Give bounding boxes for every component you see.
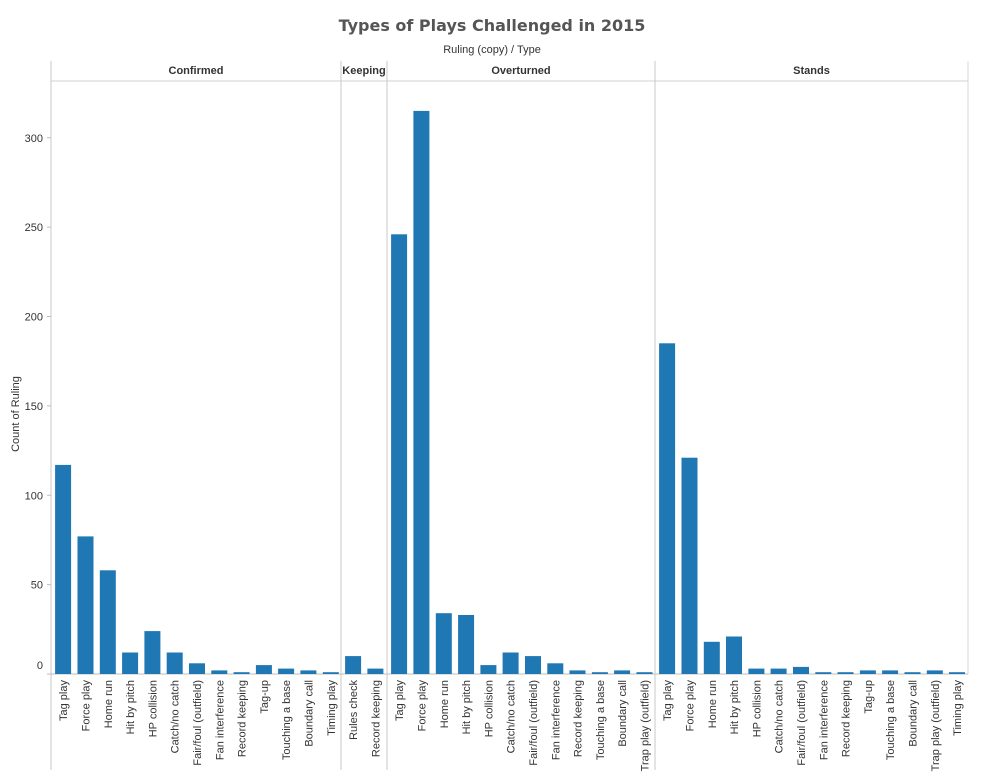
x-tick-label: Rules check	[348, 680, 360, 740]
x-tick-label: Tag-up	[863, 680, 875, 714]
x-tick-label: Record keeping	[370, 680, 382, 757]
bar	[233, 672, 250, 674]
bar	[636, 672, 653, 674]
y-tick-label: 300	[25, 133, 43, 145]
bar	[413, 110, 430, 674]
bar	[435, 613, 452, 674]
bar	[300, 670, 317, 674]
bar	[793, 666, 809, 674]
x-tick-label: Fair/foul (outfield)	[192, 680, 204, 766]
y-tick-label: 250	[25, 222, 43, 234]
y-tick-label: 200	[25, 312, 43, 324]
bar	[659, 343, 676, 674]
bar	[770, 668, 787, 674]
x-tick-label: Record keeping	[573, 680, 585, 757]
bar	[480, 665, 497, 674]
bar	[255, 665, 272, 674]
x-tick-label: Catch/no catch	[774, 680, 786, 753]
bar	[726, 636, 742, 674]
x-tick-label: Trap play (outfield)	[930, 680, 942, 771]
bar	[391, 234, 408, 675]
x-tick-label: Fair/foul (outfield)	[796, 680, 808, 766]
x-tick-label: Timing play	[326, 680, 338, 736]
x-tick-label: Timing play	[952, 680, 964, 736]
x-tick-label: Trap play (outfield)	[640, 680, 652, 771]
x-tick-label: Record keeping	[237, 680, 249, 757]
bar	[904, 672, 921, 674]
bar	[458, 615, 475, 674]
panel-header-stands: Stands	[793, 65, 830, 77]
x-tick-label: HP collision	[751, 680, 763, 737]
x-tick-label: Tag play	[58, 680, 70, 721]
x-tick-label: Touching a base	[595, 680, 607, 760]
bar	[949, 672, 965, 674]
x-tick-label: Force play	[81, 680, 93, 732]
bar	[859, 670, 876, 674]
bar	[278, 668, 295, 674]
x-tick-label: Record keeping	[841, 680, 853, 757]
x-tick-label: Catch/no catch	[506, 680, 518, 753]
x-tick-label: Home run	[439, 680, 451, 728]
bar	[166, 652, 183, 674]
x-tick-label: Hit by pitch	[729, 680, 741, 734]
x-tick-label: Fan interference	[214, 680, 226, 760]
bar	[703, 641, 720, 674]
bar	[55, 464, 72, 674]
bar	[681, 457, 698, 674]
x-tick-label: Boundary call	[617, 680, 629, 747]
x-tick-label: Force play	[685, 680, 697, 732]
bar	[502, 652, 519, 674]
y-tick-label: 150	[25, 401, 43, 413]
bar	[189, 663, 205, 674]
bar	[569, 670, 586, 674]
bar	[322, 672, 339, 674]
y-tick-label: 50	[31, 580, 43, 592]
x-tick-label: Touching a base	[281, 680, 293, 760]
bar	[122, 652, 139, 674]
x-tick-label: Tag-up	[259, 680, 271, 714]
x-tick-label: Fan interference	[550, 680, 562, 760]
bar	[211, 670, 228, 674]
x-tick-label: Fair/foul (outfield)	[528, 680, 540, 766]
x-tick-label: Home run	[707, 680, 719, 728]
x-tick-label: Hit by pitch	[125, 680, 137, 734]
bar	[367, 668, 384, 674]
bar	[525, 656, 541, 674]
x-tick-label: Hit by pitch	[461, 680, 473, 734]
x-tick-label: Force play	[416, 680, 428, 732]
bar	[926, 670, 943, 674]
bar	[345, 656, 362, 674]
panel-header-confirmed: Confirmed	[169, 65, 224, 77]
panel-header-keeping: Keeping	[342, 65, 385, 77]
panel-header-overturned: Overturned	[491, 65, 550, 77]
bar	[882, 670, 899, 674]
bar	[591, 672, 608, 674]
x-tick-label: HP collision	[147, 680, 159, 737]
bar	[837, 672, 854, 674]
bar	[547, 663, 564, 674]
x-tick-label: Catch/no catch	[170, 680, 182, 753]
bar	[144, 631, 161, 674]
bar	[77, 536, 94, 674]
x-tick-label: Tag play	[662, 680, 674, 721]
x-tick-label: Boundary call	[908, 680, 920, 747]
x-tick-label: HP collision	[483, 680, 495, 737]
chart-subtitle: Ruling (copy) / Type	[443, 44, 541, 56]
bar	[748, 668, 765, 674]
x-tick-label: Fan interference	[818, 680, 830, 760]
y-tick-label: 100	[25, 490, 43, 502]
bar	[815, 672, 832, 674]
chart-title: Types of Plays Challenged in 2015	[338, 16, 646, 35]
x-tick-label: Home run	[103, 680, 115, 728]
y-tick-label: 0	[37, 660, 43, 672]
x-tick-label: Boundary call	[303, 680, 315, 747]
x-tick-label: Touching a base	[885, 680, 897, 760]
bar	[614, 670, 631, 674]
bar	[99, 570, 116, 674]
x-tick-label: Tag play	[394, 680, 406, 721]
